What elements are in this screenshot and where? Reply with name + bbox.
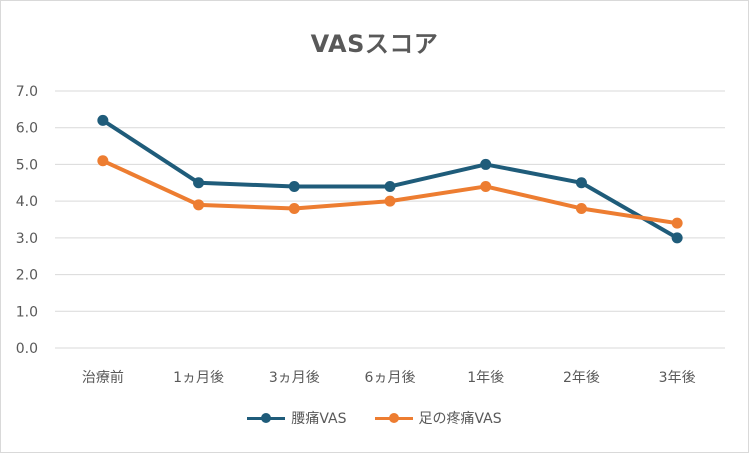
data-point bbox=[384, 180, 396, 192]
data-point bbox=[480, 180, 492, 192]
x-tick-label: 1ヵ月後 bbox=[173, 370, 224, 386]
data-point bbox=[193, 199, 205, 211]
data-point bbox=[480, 158, 492, 170]
data-point bbox=[97, 155, 109, 167]
data-point bbox=[384, 195, 396, 207]
series-1 bbox=[97, 155, 683, 229]
data-point bbox=[193, 177, 205, 189]
y-tick-label: 6.0 bbox=[16, 121, 38, 137]
y-tick-label: 5.0 bbox=[16, 157, 38, 173]
x-axis-ticks: 治療前 1ヵ月後 3ヵ月後 6ヵ月後 1年後 2年後 3年後 bbox=[82, 369, 696, 386]
y-tick-label: 2.0 bbox=[16, 268, 38, 284]
data-point bbox=[671, 232, 683, 244]
y-tick-label: 1.0 bbox=[16, 304, 38, 320]
legend-swatch-series-1 bbox=[374, 412, 413, 424]
series-0 bbox=[97, 114, 683, 244]
y-tick-label: 4.0 bbox=[16, 194, 38, 210]
legend-item-series-1: 足の疼痛VAS bbox=[374, 408, 502, 428]
data-point bbox=[671, 217, 683, 229]
y-tick-label: 3.0 bbox=[16, 231, 38, 247]
data-point bbox=[288, 180, 300, 192]
legend-label-series-0: 腰痛VAS bbox=[291, 411, 347, 427]
series-line bbox=[100, 118, 680, 240]
legend: 腰痛VAS 足の疼痛VAS bbox=[0, 408, 749, 428]
gridlines bbox=[55, 90, 725, 349]
y-tick-label: 0.0 bbox=[16, 341, 38, 357]
data-point bbox=[288, 202, 300, 214]
legend-item-series-0: 腰痛VAS bbox=[247, 408, 347, 428]
x-tick-label: 2年後 bbox=[563, 370, 600, 386]
data-point bbox=[97, 114, 109, 126]
x-tick-label: 6ヵ月後 bbox=[365, 370, 416, 386]
series-layer bbox=[97, 114, 683, 244]
x-tick-label: 3ヵ月後 bbox=[269, 370, 320, 386]
x-tick-label: 1年後 bbox=[467, 370, 504, 386]
series-line bbox=[100, 158, 680, 226]
x-tick-label: 治療前 bbox=[82, 369, 124, 386]
x-tick-label: 3年後 bbox=[659, 370, 696, 386]
legend-label-series-1: 足の疼痛VAS bbox=[418, 411, 502, 427]
chart-title: VASスコア bbox=[310, 30, 439, 58]
data-point bbox=[575, 202, 587, 214]
legend-swatch-series-0 bbox=[247, 412, 286, 424]
y-tick-label: 7.0 bbox=[16, 84, 38, 100]
y-axis-ticks: 0.0 1.0 2.0 3.0 4.0 5.0 6.0 7.0 bbox=[16, 84, 38, 357]
data-point bbox=[575, 177, 587, 189]
